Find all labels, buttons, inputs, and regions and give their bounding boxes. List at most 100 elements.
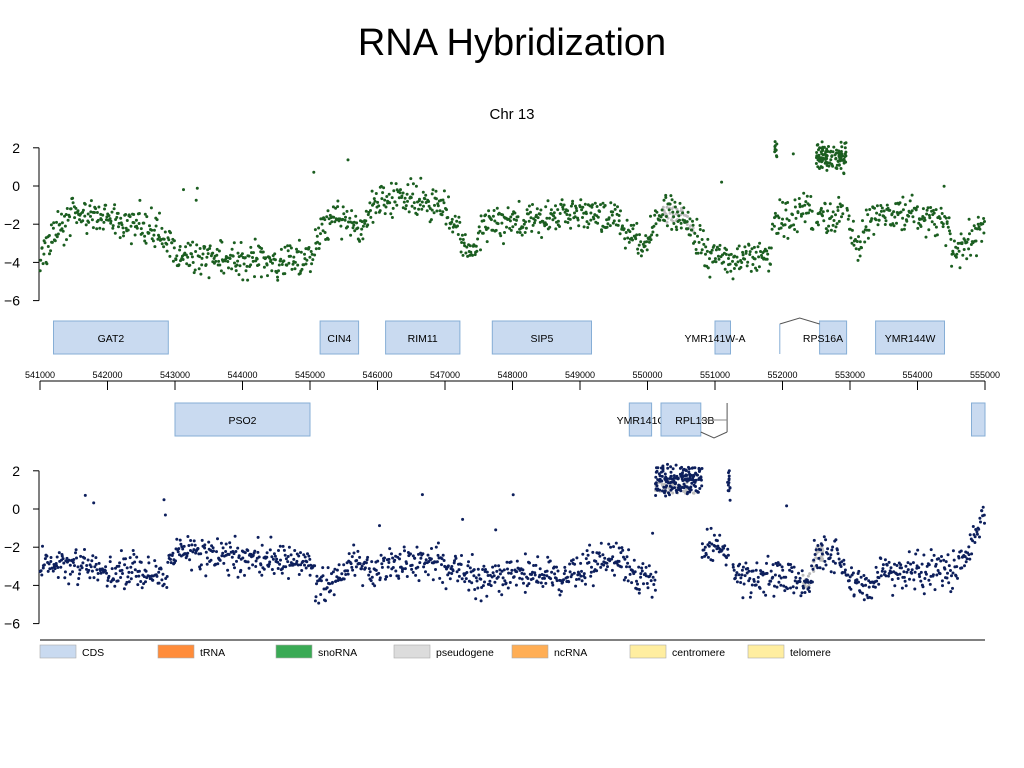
top-point bbox=[197, 267, 201, 271]
bottom-point bbox=[728, 498, 732, 502]
bottom-point bbox=[829, 570, 833, 574]
bottom-point bbox=[826, 552, 830, 556]
top-point bbox=[218, 263, 222, 267]
top-point bbox=[967, 217, 971, 221]
top-point bbox=[573, 211, 576, 215]
bottom-point bbox=[196, 547, 200, 551]
bottom-point bbox=[923, 577, 927, 580]
top-point bbox=[970, 229, 974, 233]
bottom-point bbox=[169, 561, 173, 565]
top-point bbox=[610, 213, 614, 217]
top-point bbox=[691, 223, 695, 227]
bottom-point bbox=[891, 593, 895, 597]
top-point bbox=[175, 254, 179, 258]
top-point bbox=[238, 264, 242, 268]
bottom-point bbox=[497, 589, 501, 593]
bottom-replicate-point bbox=[812, 565, 816, 569]
top-point bbox=[288, 244, 292, 248]
bottom-point bbox=[585, 549, 589, 553]
top-point bbox=[165, 249, 169, 253]
top-point bbox=[310, 252, 314, 256]
bottom-point bbox=[129, 577, 133, 581]
bottom-point bbox=[755, 561, 759, 565]
bottom-point bbox=[132, 552, 136, 556]
top-replicate-point bbox=[665, 220, 669, 224]
bottom-point bbox=[626, 579, 630, 583]
top-point bbox=[497, 211, 501, 215]
top-point bbox=[864, 208, 868, 212]
top-y-tick-label: 0 bbox=[12, 178, 20, 194]
x-tick-label: 545000 bbox=[295, 370, 325, 380]
bottom-point bbox=[299, 563, 303, 567]
top-point bbox=[307, 246, 311, 249]
bottom-point bbox=[870, 596, 874, 600]
top-point bbox=[406, 199, 409, 203]
top-point bbox=[66, 218, 70, 222]
top-point bbox=[277, 263, 281, 267]
top-point bbox=[915, 205, 919, 209]
bottom-point bbox=[879, 557, 883, 560]
bottom-point bbox=[415, 545, 419, 549]
top-point bbox=[521, 225, 525, 229]
top-point bbox=[508, 219, 512, 223]
top-point bbox=[861, 219, 864, 223]
bottom-point bbox=[204, 550, 208, 554]
top-point bbox=[832, 219, 836, 222]
bottom-point bbox=[367, 567, 371, 571]
bottom-point bbox=[308, 557, 312, 561]
bottom-point bbox=[200, 538, 204, 542]
bottom-point bbox=[964, 560, 968, 564]
legend-swatch bbox=[511, 644, 549, 659]
top-point bbox=[453, 214, 457, 218]
top-point bbox=[142, 221, 146, 225]
legend-label: centromere bbox=[672, 647, 725, 659]
top-point bbox=[171, 259, 175, 263]
top-point bbox=[389, 181, 393, 185]
top-point bbox=[460, 233, 464, 237]
bottom-point bbox=[855, 578, 859, 582]
bottom-point bbox=[975, 530, 979, 534]
top-point bbox=[524, 220, 527, 224]
bottom-point bbox=[405, 562, 409, 565]
bottom-point bbox=[467, 588, 471, 592]
bottom-point bbox=[772, 594, 776, 598]
legend-item: CDS bbox=[39, 644, 104, 659]
top-point bbox=[803, 220, 807, 224]
bottom-point bbox=[364, 561, 368, 565]
top-point bbox=[115, 215, 119, 219]
bottom-point bbox=[885, 563, 889, 567]
top-point bbox=[429, 218, 433, 222]
top-point bbox=[665, 224, 669, 228]
top-point bbox=[438, 209, 442, 213]
bottom-point bbox=[257, 555, 261, 559]
bottom-point bbox=[498, 572, 502, 576]
top-point bbox=[531, 223, 535, 227]
bottom-point bbox=[568, 570, 572, 574]
bottom-point bbox=[413, 556, 417, 560]
top-point bbox=[305, 258, 309, 262]
cds-box bbox=[53, 320, 169, 355]
bottom-point bbox=[698, 487, 702, 490]
top-point bbox=[878, 213, 882, 217]
top-point bbox=[675, 228, 679, 232]
bottom-point bbox=[635, 579, 638, 583]
bottom-point bbox=[493, 564, 497, 568]
top-point bbox=[518, 231, 522, 234]
x-tick-label: 555000 bbox=[970, 370, 1000, 380]
top-point bbox=[843, 159, 847, 163]
top-point bbox=[944, 216, 948, 220]
bottom-point bbox=[812, 538, 816, 542]
top-point bbox=[40, 246, 44, 250]
bottom-point bbox=[78, 572, 81, 576]
bottom-point bbox=[229, 545, 232, 549]
top-point bbox=[55, 235, 59, 239]
bottom-point bbox=[280, 571, 284, 575]
bottom-point bbox=[837, 557, 841, 561]
top-point bbox=[279, 247, 283, 251]
top-point bbox=[530, 229, 534, 233]
top-point bbox=[368, 201, 372, 205]
bottom-point bbox=[951, 586, 954, 590]
bottom-point bbox=[810, 564, 814, 568]
top-point bbox=[81, 208, 85, 212]
top-point bbox=[68, 215, 72, 219]
